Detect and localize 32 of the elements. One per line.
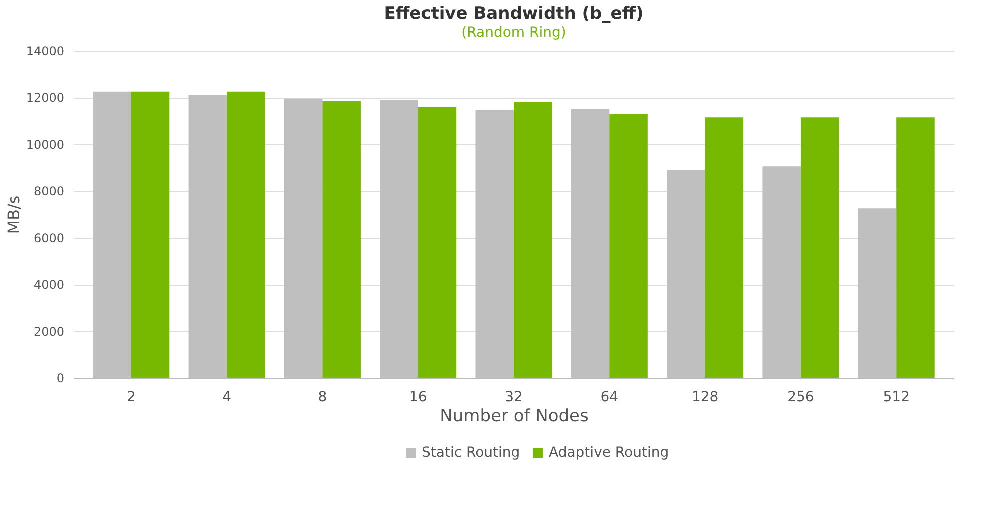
bar [705,118,744,378]
x-tick-label: 2 [126,390,136,406]
y-tick-label: 8000 [34,184,64,199]
x-tick-label: 4 [222,390,232,406]
y-tick-label: 14000 [26,44,64,58]
bar [418,107,457,378]
legend-label: Static Routing [422,445,520,461]
bar [227,92,266,378]
x-tick-label: 128 [692,390,719,406]
bar [610,114,648,378]
bar [322,101,361,378]
bar [131,92,170,378]
x-tick-label: 512 [883,390,910,406]
bar [800,118,840,378]
y-tick-label: 10000 [26,138,64,152]
bar [896,118,935,378]
bar [514,102,552,378]
chart-title: Effective Bandwidth (b_eff) [384,4,644,24]
y-tick-label: 4000 [34,278,64,292]
y-tick-label: 6000 [34,231,64,246]
x-tick-label: 32 [505,390,523,406]
x-axis-title: Number of Nodes [440,406,589,426]
legend-label: Adaptive Routing [549,445,670,461]
x-tick-label: 8 [318,390,328,406]
y-axis-title: MB/s [4,196,24,234]
x-tick-label: 64 [600,390,619,406]
y-tick-label: 0 [56,372,64,386]
x-tick-label: 16 [409,390,428,406]
y-tick-label: 12000 [26,91,64,106]
y-tick-label: 2000 [34,324,64,339]
x-tick-label: 256 [788,390,814,406]
chart-subtitle: (Random Ring) [462,25,566,41]
